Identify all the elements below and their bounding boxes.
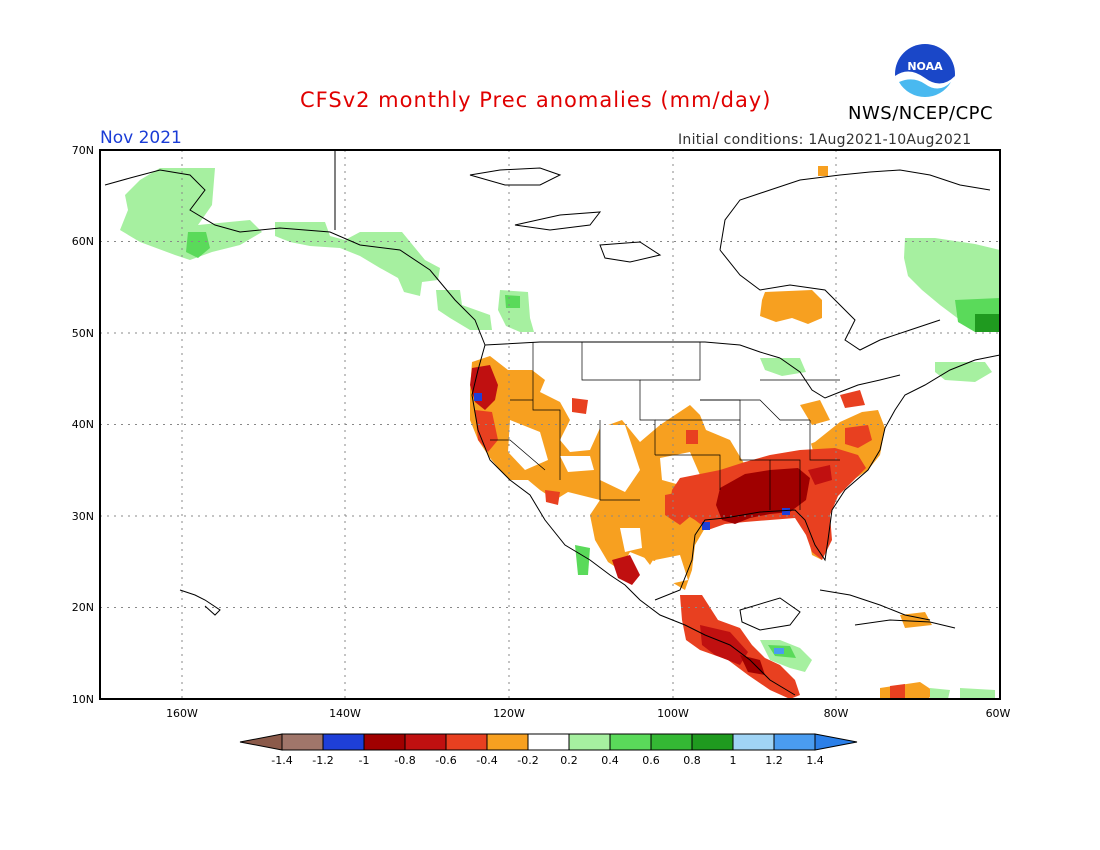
lat-label: 70N [72,144,94,157]
lat-label: 30N [72,510,94,523]
lat-label: 20N [72,601,94,614]
lat-label: 50N [72,327,94,340]
state-borders [490,342,840,510]
colorbar-swatch [691,733,734,751]
colorbar-tick-label: 0.8 [683,754,701,767]
colorbar-low-arrow [239,733,283,751]
colorbar-tick-label: 0.6 [642,754,660,767]
colorbar-high-arrow [814,733,858,751]
anomaly-region-arctic [818,166,828,176]
map-content [100,150,1000,699]
lon-label: 80W [824,707,849,720]
colorbar-swatch [568,733,611,751]
colorbar-tick-label: -1.2 [312,754,333,767]
colorbar-swatch [609,733,652,751]
lat-label: 60N [72,235,94,248]
graticule [100,150,1000,699]
colorbar-swatch [486,733,529,751]
lon-label: 120W [493,707,525,720]
lon-label: 140W [329,707,361,720]
colorbar-tick-label: 1.2 [765,754,783,767]
colorbar-swatch [732,733,775,751]
lon-label: 160W [166,707,198,720]
logo-text: NOAA [907,60,943,73]
colorbar: -1.4 -1.2 -1 -0.8 -0.6 -0.4 -0.2 0.2 0.4 0.6 0.8 1 1… [239,733,858,767]
anomaly-region-hudson-bay [760,290,822,324]
colorbar-swatch [527,733,570,751]
coastlines [104,150,1000,696]
lon-label: 100W [657,707,689,720]
anomaly-region-mexico-central-america [575,508,995,699]
colorbar-tick-label: -0.8 [394,754,415,767]
anomaly-region-pacific-northwest [470,365,698,505]
colorbar-tick-label: -1 [359,754,370,767]
organization-label: NWS/NCEP/CPC [848,103,994,124]
colorbar-tick-label: -0.2 [517,754,538,767]
colorbar-tick-label: -0.6 [435,754,456,767]
colorbar-tick-label: 1 [730,754,737,767]
latitude-labels: 70N 60N 50N 40N 30N 20N 10N [72,144,94,706]
colorbar-tick-label: 1.4 [806,754,824,767]
colorbar-tick-label: 0.4 [601,754,619,767]
initial-conditions-label: Initial conditions: 1Aug2021-10Aug2021 [678,132,972,148]
map-frame [99,149,1001,700]
lat-label: 40N [72,418,94,431]
noaa-logo-icon: NOAA [895,44,955,106]
longitude-labels: 160W 140W 120W 100W 80W 60W [166,707,1010,720]
colorbar-swatch [363,733,406,751]
colorbar-swatch [404,733,447,751]
lon-label: 60W [986,707,1011,720]
colorbar-swatch [445,733,488,751]
colorbar-tick-label: -1.4 [271,754,292,767]
anomaly-region-eastern-canada [760,238,1000,382]
map-title: CFSv2 monthly Prec anomalies (mm/day) [300,88,772,112]
colorbar-swatch [650,733,693,751]
anomaly-region-united-states [470,356,885,590]
colorbar-swatch [773,733,816,751]
colorbar-swatch [322,733,365,751]
colorbar-tick-label: -0.4 [476,754,497,767]
month-label: Nov 2021 [100,128,182,148]
colorbar-tick-label: 0.2 [560,754,578,767]
lat-label: 10N [72,693,94,706]
colorbar-swatch [281,733,324,751]
anomaly-region-alaska [120,168,534,332]
